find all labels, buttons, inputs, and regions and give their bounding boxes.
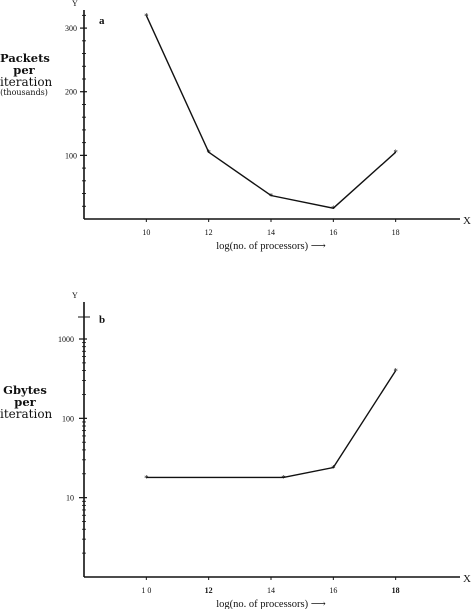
panel-b-x-tick-label: 12 <box>205 586 213 595</box>
panel-a-x-tick-label: 18 <box>392 228 400 237</box>
panel-a-y-axis-letter: Y <box>72 0 78 8</box>
panel-a-ylabel-line-4: (thousands) <box>0 87 48 97</box>
panel-a-xlabel-arrow: ⟶ <box>311 241 326 252</box>
panel-a-x-tick-label: 16 <box>329 228 337 237</box>
panel-b-data-point: * <box>331 464 336 474</box>
panel-a-x-tick-label: 12 <box>205 228 213 237</box>
panel-b-y-tick-label: 100 <box>62 414 74 423</box>
panel-b-series-line <box>146 370 397 479</box>
panel-a-xlabel: log(no. of processors) ⟶ <box>216 241 326 252</box>
panel-a-x-tick-label: 14 <box>267 228 275 237</box>
panel-b-y-tick-label: 1000 <box>58 335 74 344</box>
panel-a-ylabel-line-1: Packets <box>0 51 50 65</box>
panel-b-panel-label: b <box>99 314 105 326</box>
panel-a-x-axis-letter: X <box>463 215 471 227</box>
panel-a-y-tick-label: 200 <box>65 88 77 97</box>
panel-a-data-point: * <box>144 11 149 21</box>
panel-a-data-point: * <box>206 148 211 158</box>
panel-a-ylabel: Packets per iteration (thousands) <box>0 51 53 97</box>
panel-b-x-axis-letter: X <box>463 573 471 585</box>
panel-b-ylabel: Gbytes per iteration <box>0 383 53 422</box>
panel-a-y-tick-label: 100 <box>65 151 77 160</box>
panel-b-ylabel-line-3: iteration <box>0 407 53 422</box>
panel-a-data-point: * <box>269 191 274 201</box>
panel-b-y-tick-label: 10 <box>66 494 74 503</box>
panel-a-chart: Y Xa 10 12 14 16 18 100 200 300 * * * * * log(no. of pr… <box>65 0 471 252</box>
panel-b-ylabel-line-2: per <box>14 395 36 410</box>
panel-a-x-tick-label: 10 <box>142 228 150 237</box>
panel-b-data-point: * <box>393 367 398 377</box>
panel-a-series-line <box>145 15 397 209</box>
panel-a-ylabel-line-3: iteration <box>0 75 53 90</box>
panel-b-x-tick-label: 18 <box>392 586 400 595</box>
panel-a-ylabel-line-2: per <box>13 63 35 78</box>
panel-b-x-tick-label: 16 <box>329 586 337 595</box>
panel-b-x-tick-label: 14 <box>267 586 275 595</box>
panel-b-ylabel-line-1: Gbytes <box>3 383 47 397</box>
panel-b-xlabel: log(no. of processors) ⟶ <box>216 599 326 609</box>
panel-b-x-tick-label: 1 0 <box>141 586 151 595</box>
panel-a-data-point: * <box>393 148 398 158</box>
panel-b-y-axis-letter: Y <box>72 291 78 300</box>
panel-a-y-tick-label: 300 <box>65 24 77 33</box>
panel-a-data-point: * <box>331 204 336 214</box>
panel-b-data-point: * <box>281 473 286 483</box>
panel-b-data-point: * <box>144 473 149 483</box>
panel-a-panel-label: a <box>99 15 105 27</box>
panel-b-xlabel-arrow: ⟶ <box>311 599 326 609</box>
